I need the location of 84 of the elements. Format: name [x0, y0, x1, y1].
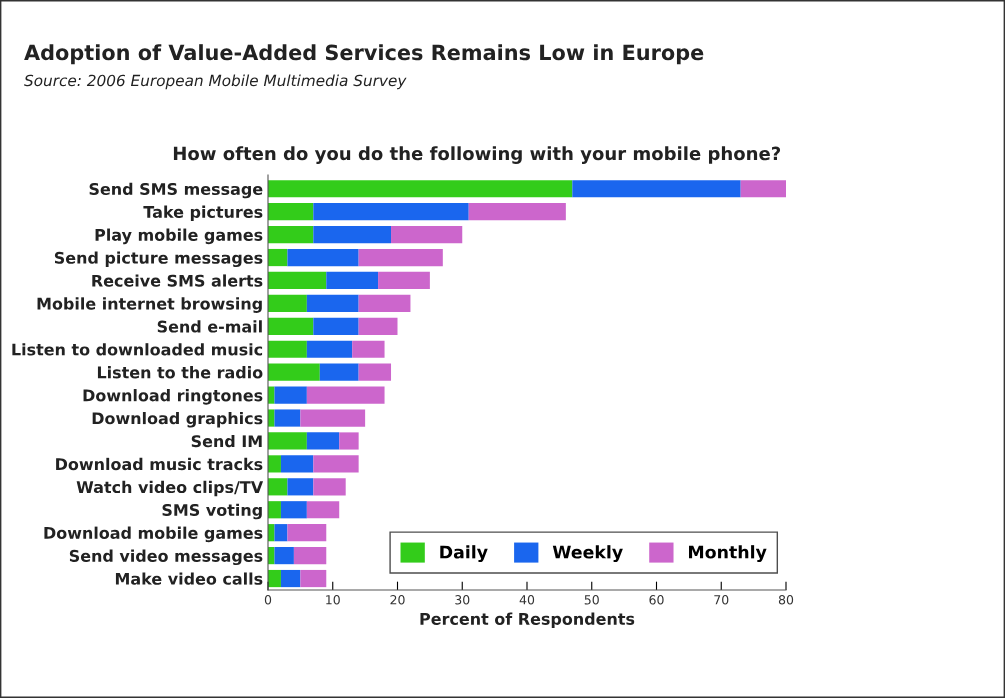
y-tick-label: Send e-mail	[157, 320, 262, 333]
bar	[274, 524, 288, 542]
bar	[268, 569, 281, 588]
bar	[280, 569, 301, 588]
bar	[306, 501, 340, 519]
bar	[572, 180, 741, 198]
x-tick-label: 50	[584, 595, 599, 605]
bar	[358, 248, 443, 267]
bar	[313, 478, 346, 496]
bar	[358, 294, 411, 312]
x-tick-label: 30	[455, 595, 470, 605]
bar	[268, 203, 314, 221]
bar	[268, 317, 314, 335]
y-tick-label: Receive SMS alerts	[92, 274, 263, 287]
bar	[326, 271, 379, 290]
bar	[280, 455, 314, 473]
source-note: Source: 2006 European Mobile Multimedia Survey	[24, 74, 407, 90]
y-tick-label: Download ringtones	[83, 389, 263, 405]
y-tick-label: Take pictures	[143, 205, 263, 222]
bar	[306, 294, 359, 312]
bar	[268, 248, 288, 267]
bar	[268, 294, 307, 312]
bar	[468, 203, 566, 221]
bar	[358, 317, 398, 335]
bar	[358, 363, 392, 381]
x-tick-label: 10	[326, 595, 340, 605]
y-tick-label: Download mobile games	[44, 526, 263, 543]
y-tick-label: Make video calls	[115, 572, 263, 585]
y-tick-label: Send IM	[191, 434, 262, 448]
bar	[313, 203, 469, 221]
y-tick-label: Mobile internet browsing	[37, 297, 262, 313]
bar	[268, 180, 573, 198]
bar	[268, 271, 327, 290]
bar	[274, 386, 307, 404]
bar	[313, 317, 359, 335]
x-tick-label: 70	[714, 595, 729, 605]
bar	[268, 478, 288, 496]
y-tick-label: SMS voting	[162, 503, 262, 520]
legend-label: Weekly	[552, 545, 623, 563]
y-tick-label: Send video messages	[69, 549, 263, 566]
bar	[287, 478, 314, 496]
bar	[306, 340, 353, 358]
y-tick-label: Send SMS message	[89, 182, 263, 199]
y-tick-label: Listen to downloaded music	[12, 343, 263, 356]
bar	[300, 409, 366, 427]
bar	[268, 340, 307, 358]
y-tick-label: Download graphics	[92, 411, 263, 428]
bar	[352, 340, 385, 358]
bar	[300, 569, 327, 588]
bar	[268, 363, 320, 381]
bar	[306, 432, 340, 450]
bar	[280, 501, 307, 519]
bar	[268, 432, 307, 450]
y-tick-label: Listen to the radio	[97, 366, 263, 379]
bar	[740, 180, 786, 198]
y-tick-label: Send picture messages	[54, 251, 263, 268]
bar	[339, 432, 359, 450]
chart-title: Adoption of Value-Added Services Remains Low in Europe	[24, 44, 704, 65]
x-tick-label: 60	[649, 595, 664, 605]
bar	[319, 363, 359, 381]
y-tick-label: Watch video clips/TV	[76, 480, 264, 497]
y-tick-label: Play mobile games	[95, 228, 263, 245]
y-tick-label: Download music tracks	[56, 457, 263, 471]
bar	[274, 547, 294, 565]
x-tick-label: 80	[778, 595, 794, 605]
bar	[268, 501, 281, 519]
bar	[313, 455, 359, 473]
x-tick-label: 20	[390, 595, 405, 605]
x-tick-label: 40	[519, 595, 535, 605]
bar	[313, 226, 392, 244]
bar	[378, 271, 430, 290]
bar	[306, 386, 385, 404]
x-axis-title: Percent of Respondents	[420, 612, 635, 628]
bar	[287, 248, 359, 267]
bar	[268, 226, 314, 244]
bar	[391, 226, 463, 244]
bar	[287, 524, 327, 542]
bar	[293, 547, 327, 565]
bar	[268, 455, 281, 473]
legend-label: Monthly	[689, 545, 767, 563]
legend-label: Daily	[440, 545, 488, 563]
chart-subtitle: How often do you do the following with your mobile phone?	[173, 146, 781, 164]
x-tick-label: 0	[264, 595, 272, 605]
bar	[274, 409, 301, 427]
